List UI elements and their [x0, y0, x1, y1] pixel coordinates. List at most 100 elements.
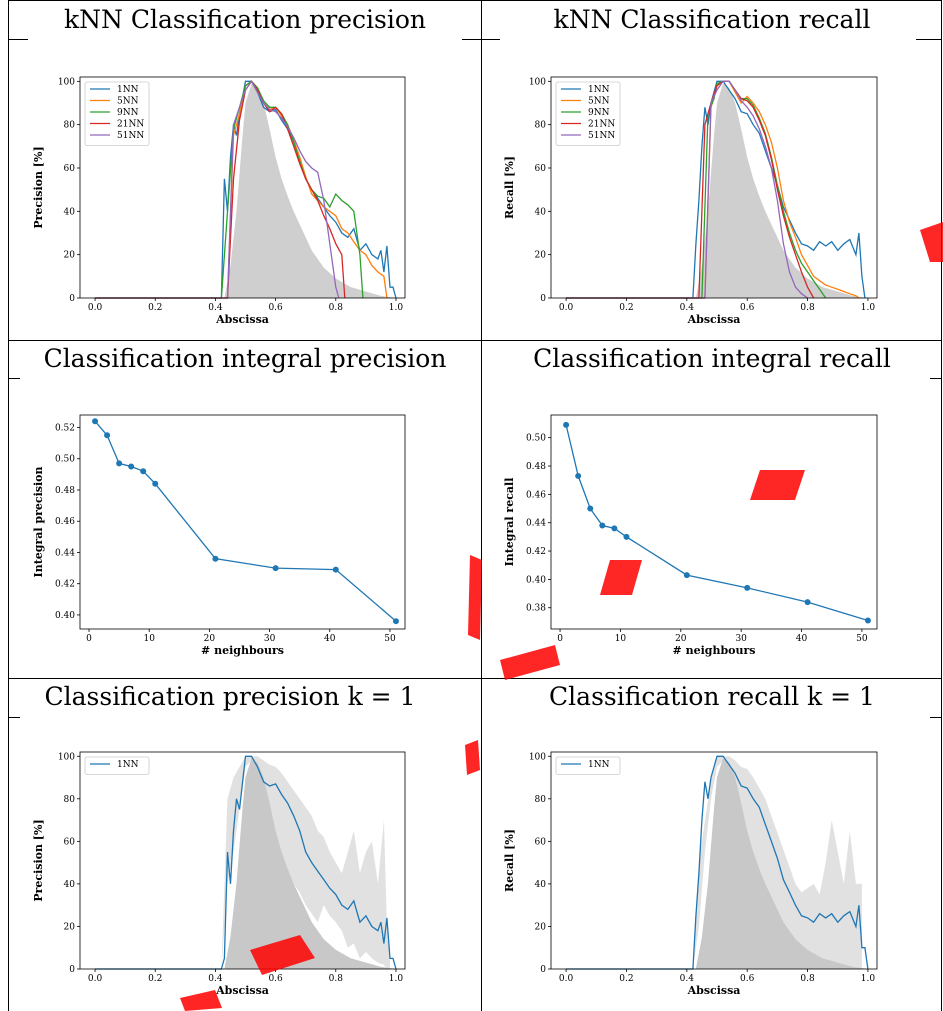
axes-frame	[550, 751, 878, 970]
x-tick-label: 0.0	[88, 974, 103, 984]
y-tick-label: 0	[540, 294, 546, 304]
x-axis-label: # neighbours	[673, 644, 756, 657]
y-tick-label: 80	[535, 121, 547, 131]
x-tick-label: 10	[615, 634, 627, 644]
x-tick-label: 40	[796, 634, 808, 644]
y-tick-label: 40	[64, 207, 76, 217]
axes-frame	[550, 414, 878, 630]
x-tick-label: 0.2	[619, 974, 633, 984]
x-tick-label: 0.4	[208, 303, 223, 313]
data-point	[272, 565, 279, 572]
legend-label-1NN: 1NN	[117, 760, 139, 770]
y-axis-label: Recall [%]	[503, 156, 516, 219]
y-tick-label: 20	[64, 251, 76, 261]
y-tick-label: 0.50	[55, 455, 75, 465]
x-tick-label: 0.8	[800, 974, 815, 984]
y-tick-label: 0.42	[526, 547, 546, 557]
y-tick-label: 100	[529, 752, 546, 762]
axes-frame	[79, 414, 406, 630]
data-point	[563, 421, 570, 428]
y-tick-label: 20	[64, 922, 76, 932]
y-tick-label: 60	[64, 837, 76, 847]
data-point	[104, 432, 111, 439]
series-line-1NN	[566, 755, 869, 970]
x-tick-label: 40	[324, 634, 336, 644]
y-tick-label: 60	[535, 164, 547, 174]
data-point	[152, 480, 159, 487]
cell-title-integral-recall: Classification integral recall	[533, 344, 891, 373]
x-tick-label: 0.4	[208, 974, 223, 984]
y-tick-label: 80	[64, 121, 76, 131]
data-point	[575, 472, 582, 479]
y-tick-label: 0.44	[526, 519, 546, 529]
y-axis-label: Integral recall	[503, 478, 516, 567]
chart-integral-precision: 0 10 20 30 40 50 0.40 0.42 0.44 0.46 0.48 0.50 0.52 #…	[32, 414, 406, 657]
cell-title-recall-k1: Classification recall k = 1	[549, 682, 875, 711]
series-line-51NN	[566, 80, 808, 299]
variability-band	[692, 756, 862, 969]
y-tick-label: 0	[69, 965, 75, 975]
x-tick-label: 20	[204, 634, 216, 644]
x-axis-label: Abscissa	[687, 313, 741, 326]
x-axis-label: Abscissa	[687, 984, 741, 997]
legend-label-1NN: 1NN	[588, 85, 610, 95]
y-tick-label: 0	[69, 294, 75, 304]
data-point	[128, 463, 135, 470]
y-axis-label: Integral precision	[32, 467, 45, 578]
series-line-integral	[565, 424, 869, 622]
y-tick-label: 0.42	[55, 580, 75, 590]
y-axis-label: Precision [%]	[32, 819, 45, 901]
x-axis-label: Abscissa	[215, 984, 269, 997]
x-tick-label: 0.2	[148, 974, 162, 984]
x-tick-label: 50	[856, 634, 868, 644]
x-tick-label: 1.0	[389, 303, 404, 313]
data-point	[92, 418, 99, 425]
legend-label-51NN: 51NN	[588, 131, 615, 141]
series-line-1NN	[95, 755, 397, 970]
legend-label-21NN: 21NN	[588, 120, 615, 130]
axes-frame	[79, 76, 406, 299]
variability-band	[221, 756, 390, 969]
x-tick-label: 0.6	[268, 303, 283, 313]
x-tick-label: 0.8	[329, 303, 344, 313]
data-point	[392, 618, 399, 625]
histogram-area	[224, 83, 396, 298]
x-tick-label: 0.4	[680, 974, 695, 984]
chart-knn-recall: 0.0 0.2 0.4 0.6 0.8 1.0 0 20 40 60 80 100 Abscissa Re…	[503, 76, 878, 326]
x-tick-label: 1.0	[861, 303, 876, 313]
y-tick-label: 0.52	[55, 423, 75, 433]
data-point	[744, 584, 751, 591]
legend-label-21NN: 21NN	[117, 120, 144, 130]
data-point	[683, 572, 690, 579]
y-tick-label: 40	[64, 880, 76, 890]
axes-frame	[550, 76, 878, 299]
data-point	[864, 617, 871, 624]
x-tick-label: 0.6	[740, 303, 755, 313]
table-frame	[8, 0, 942, 1011]
y-tick-label: 100	[58, 752, 75, 762]
y-tick-label: 0	[540, 965, 546, 975]
y-tick-label: 0.40	[526, 575, 546, 585]
x-tick-label: 0	[86, 634, 92, 644]
legend-box	[84, 81, 150, 146]
chart-precision-k1: 0.0 0.2 0.4 0.6 0.8 1.0 0 20 40 60 80 100 Abscissa Pr…	[32, 751, 406, 997]
x-tick-label: 30	[735, 634, 747, 644]
y-tick-label: 0.48	[526, 462, 546, 472]
x-tick-label: 0.0	[559, 974, 574, 984]
series-line-integral	[94, 420, 397, 622]
y-tick-label: 100	[58, 77, 75, 87]
legend-box	[84, 756, 150, 775]
x-tick-label: 0.2	[619, 303, 633, 313]
legend-label-9NN: 9NN	[588, 108, 610, 118]
y-axis-label: Precision [%]	[32, 146, 45, 228]
axes-frame	[79, 751, 406, 970]
data-point	[140, 468, 147, 475]
x-tick-label: 0.8	[800, 303, 815, 313]
chart-integral-recall: 0 10 20 30 40 50 0.38 0.40 0.42 0.44 0.46 0.48 0.50 #…	[503, 414, 878, 657]
y-tick-label: 20	[535, 251, 547, 261]
x-tick-label: 10	[143, 634, 155, 644]
y-tick-label: 0.50	[526, 434, 546, 444]
legend-label-5NN: 5NN	[117, 97, 139, 107]
legend-label-51NN: 51NN	[117, 131, 144, 141]
y-tick-label: 0.38	[526, 604, 546, 614]
